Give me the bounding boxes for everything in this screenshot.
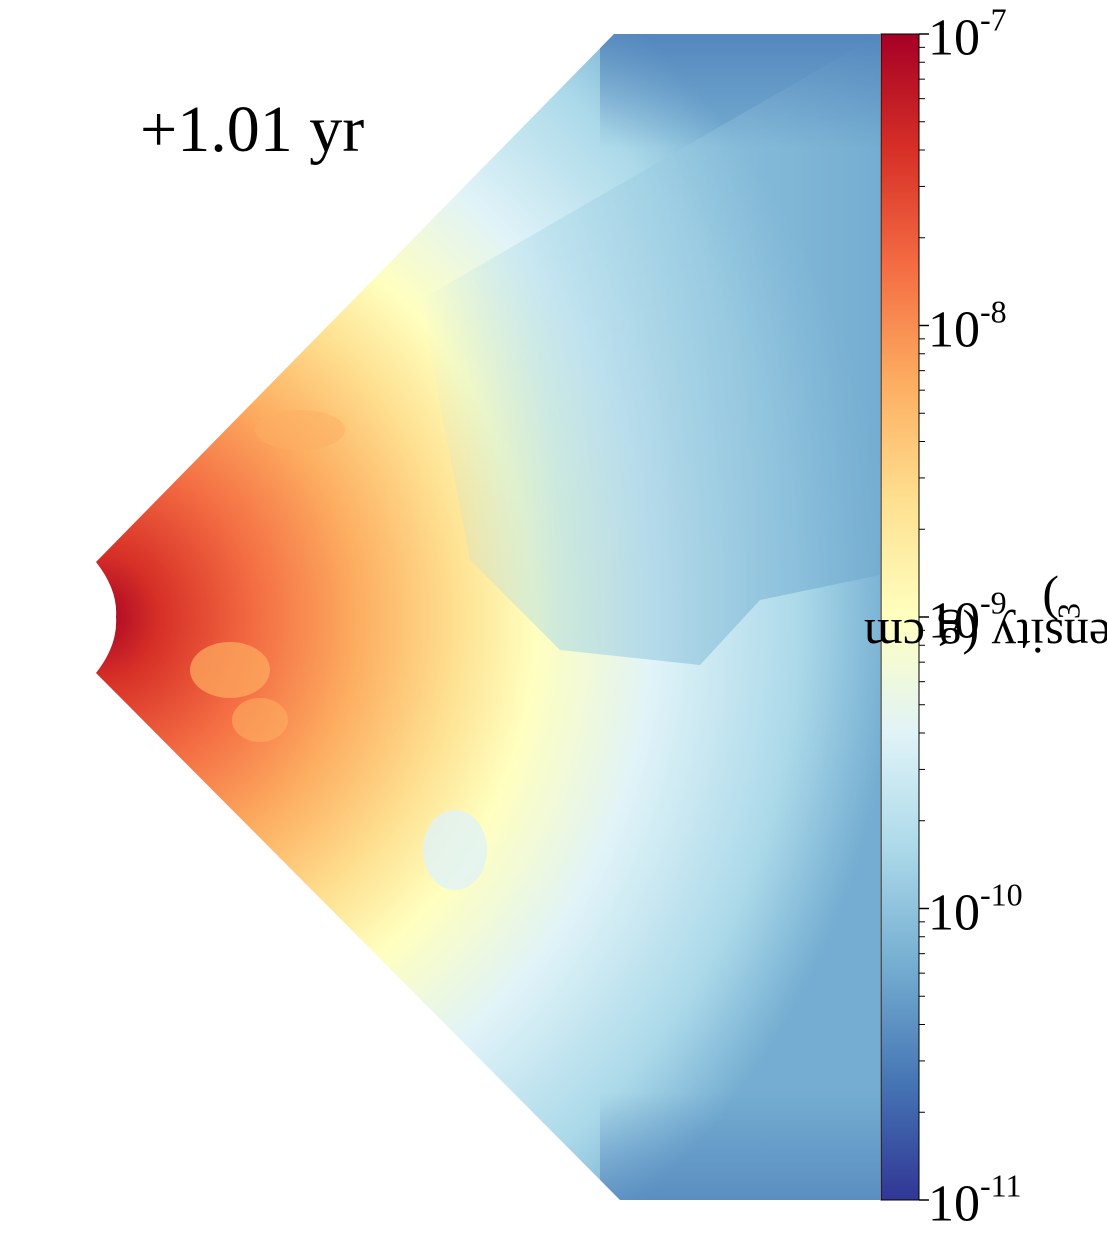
colorbar-ticks: [919, 33, 929, 1201]
colorbar-tick-label: 10-11: [928, 1170, 1021, 1231]
tick-base: 10: [928, 301, 980, 358]
time-annotation: +1.01 yr: [140, 93, 365, 166]
colorbar-tick-label: 10-8: [928, 295, 1007, 356]
colorbar-tick-label: 10-9: [928, 587, 1007, 648]
tick-exponent: -8: [980, 293, 1007, 329]
density-field: [96, 34, 880, 1200]
tick-exponent: -11: [980, 1167, 1022, 1204]
colorbar-label-close: ): [1042, 574, 1059, 631]
tick-exponent: -10: [980, 876, 1023, 912]
colorbar-tick-label: 10-7: [928, 4, 1007, 65]
tick-exponent: -7: [980, 1, 1007, 38]
tick-base: 10: [928, 9, 980, 67]
tick-base: 10: [928, 592, 980, 650]
tick-exponent: -9: [980, 584, 1007, 621]
tick-base: 10: [928, 1175, 980, 1233]
colorbar-label-text: Gas Density (g cm: [863, 609, 1107, 666]
tick-base: 10: [928, 884, 980, 941]
colorbar-tick-label: 10-10: [928, 878, 1023, 939]
